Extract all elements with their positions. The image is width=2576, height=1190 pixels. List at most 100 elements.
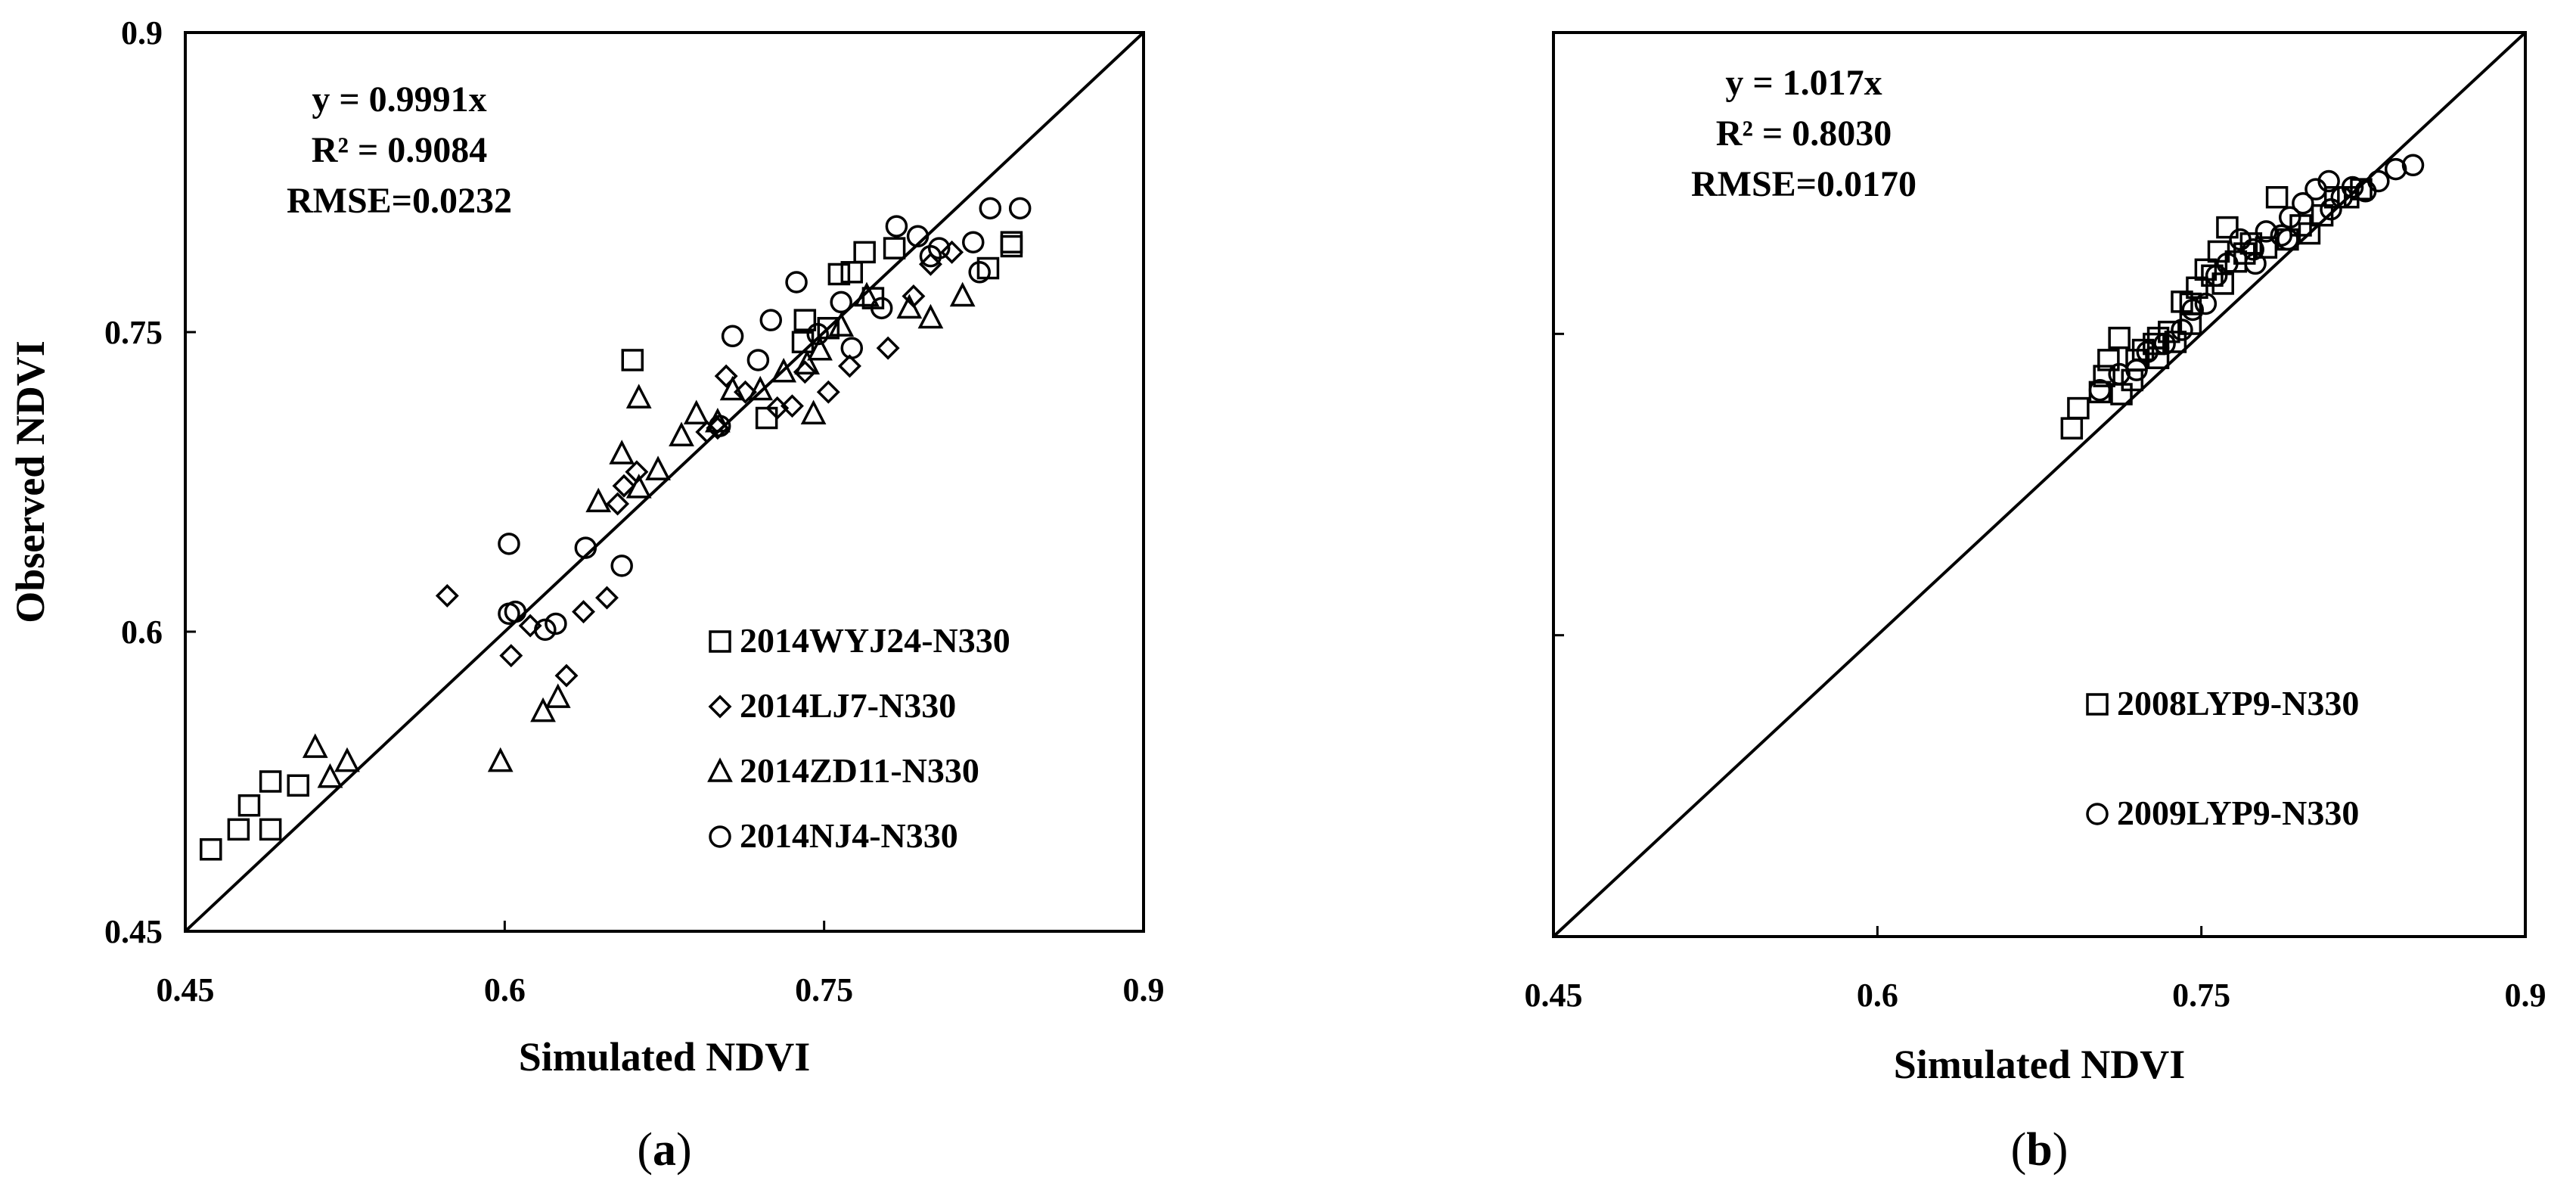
data-point [574,536,597,559]
x-tick-label: 0.75 [795,971,853,1008]
regression-annotation: RMSE=0.0232 [287,181,512,221]
series-2014ZD11-N330 [302,281,976,788]
data-point [800,399,827,424]
data-point [1008,197,1032,220]
data-point [2125,359,2148,381]
data-point [2194,258,2218,281]
data-point [2367,169,2390,193]
x-tick-label: 0.9 [2505,977,2547,1014]
data-point [595,586,619,610]
data-point [917,303,944,329]
data-point [876,336,900,360]
y-tick-label: 0.75 [104,314,163,351]
data-point [2278,206,2301,229]
data-point [979,197,1002,220]
legend: 2008LYP9-N330 2009LYP9-N330 [2086,684,2359,832]
legend-label: 2009LYP9-N330 [2117,794,2359,832]
data-point [755,406,778,430]
data-point [612,474,636,498]
data-point [498,533,520,555]
data-point [2298,222,2321,245]
data-point [2194,292,2218,315]
data-point [499,644,523,668]
data-point [2108,362,2131,386]
y-tick-label: 0.6 [121,614,163,651]
data-point [572,600,595,624]
data-point [2242,238,2264,261]
data-point [940,240,964,264]
data-point [714,364,738,388]
data-point [794,350,821,374]
regression-annotation: R² = 0.8030 [1716,113,1892,154]
data-point [2164,331,2187,353]
x-tick-label: 0.6 [484,971,526,1008]
legend: 2014WYJ24-N330 2014LJ7-N330 2014ZD11-N330 2… [707,621,1010,855]
x-tick-label: 0.6 [1857,977,1898,1014]
data-point [837,354,861,378]
legend-marker [708,694,732,719]
legend-marker [2086,693,2109,716]
data-point [610,555,633,577]
data-point [259,818,282,841]
data-point [962,231,985,253]
legend-marker [709,825,731,848]
panel-label: (b) [2011,1124,2069,1176]
data-point [830,291,852,314]
data-point [2244,252,2267,275]
data-point [816,380,840,404]
data-point [771,357,797,383]
chart-panel-a: 0.45 0.6 0.75 0.9 0.45 0.6 0.75 0.9 Simulated ND… [8,14,1165,1176]
data-point [669,421,694,447]
data-point [302,733,328,758]
regression-annotation: R² = 0.9084 [312,130,487,170]
data-point [2171,318,2193,341]
data-point [853,241,876,264]
data-point [949,281,976,307]
data-point [793,309,817,331]
series-2014WYJ24-N330 [200,231,1023,861]
legend-label: 2014ZD11-N330 [740,751,979,790]
y-tick-label: 0.9 [121,14,163,51]
data-point [747,375,774,401]
data-point [683,399,709,424]
data-point [2320,197,2342,221]
x-axis-title: Simulated NDVI [519,1034,811,1080]
data-point [625,474,652,499]
data-point [487,747,514,772]
one-to-one-line [1552,31,2527,938]
data-point [2216,216,2239,239]
data-point [227,818,250,841]
data-point [721,325,744,348]
data-point [530,697,556,722]
x-tick-label: 0.45 [157,971,215,1008]
data-point [2341,176,2364,199]
data-point [759,309,783,331]
data-point [585,487,612,513]
x-axis-title: Simulated NDVI [1894,1042,2186,1087]
series-2014NJ4-N330 [498,197,1032,642]
data-point [625,384,652,409]
legend-label: 2008LYP9-N330 [2117,684,2359,722]
data-point [621,349,644,371]
legend-label: 2014NJ4-N330 [740,816,958,855]
data-point [609,440,635,465]
data-point [2093,365,2115,387]
data-point [2401,154,2425,177]
data-point [719,375,746,401]
data-point [2146,326,2170,350]
data-point [968,261,991,284]
data-point [504,600,527,623]
data-point [885,215,908,238]
data-point [645,455,671,480]
data-point [287,774,309,797]
y-axis-title: Observed NDVI [8,340,53,623]
regression-annotation: RMSE=0.0170 [1691,164,1916,204]
legend-marker [2086,803,2109,825]
data-point [918,252,942,276]
x-tick-label: 0.45 [1525,977,1583,1014]
data-point [807,335,833,361]
data-point [896,294,923,319]
data-point [919,244,942,268]
y-tick-label: 0.45 [104,913,163,950]
